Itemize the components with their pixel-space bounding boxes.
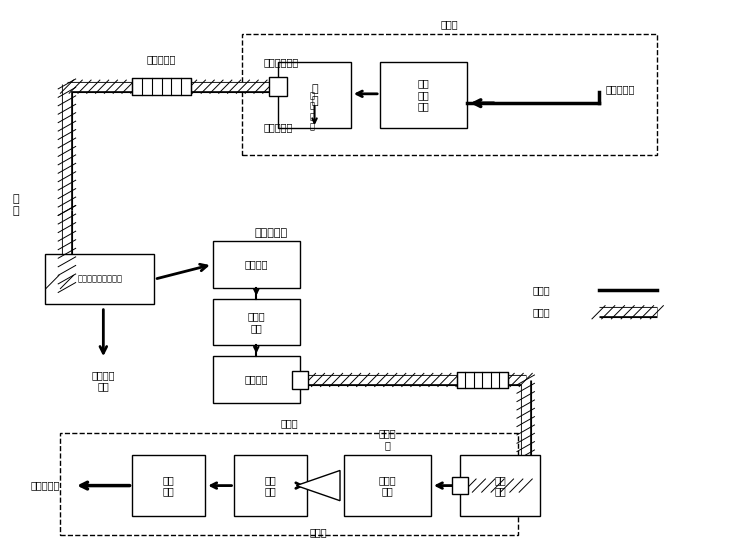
Text: 电信号输出: 电信号输出 [30, 481, 60, 491]
Text: 电端
机驱
动器: 电端 机驱 动器 [418, 79, 430, 112]
Text: 光纤耦合器及代束器: 光纤耦合器及代束器 [77, 275, 122, 284]
Text: 电信号: 电信号 [533, 285, 550, 295]
Text: 接收端: 接收端 [280, 418, 298, 428]
Text: 信号
判决: 信号 判决 [265, 475, 277, 497]
FancyBboxPatch shape [278, 62, 351, 128]
FancyBboxPatch shape [213, 356, 300, 403]
Polygon shape [296, 471, 340, 500]
Text: 光检测器: 光检测器 [244, 259, 268, 269]
FancyBboxPatch shape [292, 371, 308, 389]
Text: 光检测
器: 光检测 器 [379, 428, 396, 450]
FancyBboxPatch shape [213, 241, 300, 288]
Text: 再生中继器: 再生中继器 [254, 228, 287, 238]
Text: 电信号输入: 电信号输入 [606, 85, 635, 95]
Text: 光纤发送盒: 光纤发送盒 [147, 55, 176, 65]
FancyBboxPatch shape [457, 372, 507, 388]
Text: 光
缆: 光 缆 [12, 194, 19, 216]
FancyBboxPatch shape [344, 455, 431, 516]
Text: 光放
大器: 光放 大器 [494, 475, 506, 497]
Text: 光纤耦
合器: 光纤耦 合器 [379, 475, 396, 497]
Text: 光纤连接器: 光纤连接器 [263, 122, 293, 132]
FancyBboxPatch shape [461, 455, 540, 516]
FancyBboxPatch shape [380, 62, 467, 128]
Text: 发送端: 发送端 [441, 19, 458, 29]
FancyBboxPatch shape [452, 477, 468, 494]
Text: 光
源: 光 源 [311, 84, 318, 106]
FancyBboxPatch shape [132, 79, 191, 95]
Text: 光
耦
合
器: 光 耦 合 器 [309, 91, 314, 132]
Text: 光信号: 光信号 [533, 307, 550, 317]
Text: 线路监视
设备: 线路监视 设备 [91, 370, 115, 392]
Text: 光纤发端连接: 光纤发端连接 [264, 58, 299, 67]
FancyBboxPatch shape [213, 299, 300, 345]
Text: 信号
放大: 信号 放大 [163, 475, 175, 497]
FancyBboxPatch shape [235, 455, 307, 516]
FancyBboxPatch shape [269, 77, 287, 96]
Text: 放大器: 放大器 [309, 527, 327, 537]
Text: 光发送器: 光发送器 [244, 375, 268, 385]
Text: 电再生
电路: 电再生 电路 [248, 311, 265, 333]
FancyBboxPatch shape [45, 254, 154, 304]
FancyBboxPatch shape [132, 455, 205, 516]
